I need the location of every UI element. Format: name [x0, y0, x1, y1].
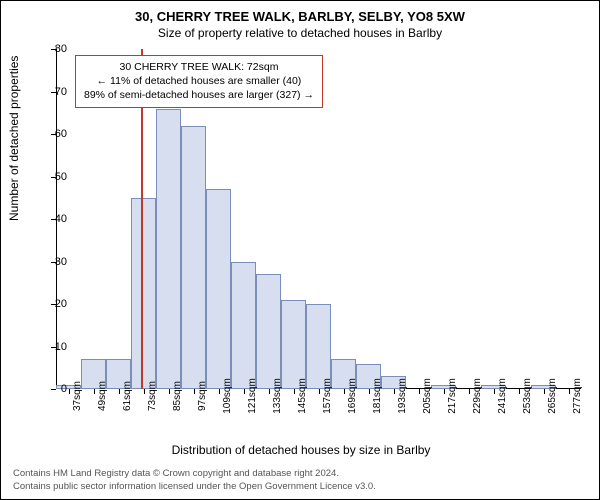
x-tick-label: 169sqm: [347, 378, 358, 414]
footer-attribution: Contains HM Land Registry data © Crown c…: [13, 468, 376, 493]
x-tick-label: 85sqm: [172, 381, 183, 411]
x-tick: [319, 389, 320, 394]
x-tick: [394, 389, 395, 394]
x-tick: [569, 389, 570, 394]
histogram-bar: [281, 300, 306, 389]
annotation-box: 30 CHERRY TREE WALK: 72sqm ← 11% of deta…: [75, 55, 323, 108]
x-tick-label: 181sqm: [372, 378, 383, 414]
x-tick: [194, 389, 195, 394]
y-tick-label: 70: [37, 86, 67, 98]
histogram-bar: [181, 126, 206, 390]
x-tick: [244, 389, 245, 394]
annotation-line1: 30 CHERRY TREE WALK: 72sqm: [84, 60, 314, 74]
y-tick-label: 0: [37, 383, 67, 395]
x-tick-label: 121sqm: [247, 378, 258, 414]
x-tick-label: 73sqm: [147, 381, 158, 411]
x-tick-label: 97sqm: [197, 381, 208, 411]
y-tick-label: 30: [37, 256, 67, 268]
x-tick-label: 61sqm: [122, 381, 133, 411]
y-tick-label: 60: [37, 128, 67, 140]
histogram-bar: [206, 189, 231, 389]
x-tick: [169, 389, 170, 394]
footer-line1: Contains HM Land Registry data © Crown c…: [13, 468, 376, 480]
title-sub: Size of property relative to detached ho…: [1, 24, 599, 40]
x-tick: [469, 389, 470, 394]
y-tick-label: 40: [37, 213, 67, 225]
x-tick-label: 37sqm: [72, 381, 83, 411]
x-tick-label: 241sqm: [497, 378, 508, 414]
histogram-bar: [231, 262, 256, 390]
x-tick-label: 277sqm: [572, 378, 583, 414]
x-tick-label: 265sqm: [547, 378, 558, 414]
y-tick-label: 50: [37, 171, 67, 183]
x-tick-label: 109sqm: [222, 378, 233, 414]
x-tick: [519, 389, 520, 394]
x-tick: [94, 389, 95, 394]
x-tick: [344, 389, 345, 394]
x-tick-label: 157sqm: [322, 378, 333, 414]
histogram-bar: [306, 304, 331, 389]
y-tick-label: 80: [37, 43, 67, 55]
x-tick: [219, 389, 220, 394]
x-tick: [369, 389, 370, 394]
y-tick-label: 10: [37, 341, 67, 353]
title-main: 30, CHERRY TREE WALK, BARLBY, SELBY, YO8…: [1, 1, 599, 24]
x-tick-label: 145sqm: [297, 378, 308, 414]
x-tick: [544, 389, 545, 394]
x-tick: [294, 389, 295, 394]
footer-line2: Contains public sector information licen…: [13, 481, 376, 493]
x-tick-label: 193sqm: [397, 378, 408, 414]
x-tick-label: 205sqm: [422, 378, 433, 414]
y-tick-label: 20: [37, 298, 67, 310]
annotation-line2: ← 11% of detached houses are smaller (40…: [84, 74, 314, 88]
x-axis-label: Distribution of detached houses by size …: [1, 443, 600, 457]
x-tick-label: 253sqm: [522, 378, 533, 414]
x-tick: [69, 389, 70, 394]
x-tick: [119, 389, 120, 394]
x-tick: [444, 389, 445, 394]
histogram-bar: [131, 198, 156, 389]
x-tick: [144, 389, 145, 394]
histogram-bar: [156, 109, 181, 390]
x-tick-label: 133sqm: [272, 378, 283, 414]
x-tick: [419, 389, 420, 394]
x-tick-label: 217sqm: [447, 378, 458, 414]
y-axis-label: Number of detached properties: [7, 56, 21, 221]
x-tick-label: 49sqm: [97, 381, 108, 411]
annotation-line3: 89% of semi-detached houses are larger (…: [84, 88, 314, 102]
x-tick-label: 229sqm: [472, 378, 483, 414]
histogram-bar: [256, 274, 281, 389]
x-tick: [269, 389, 270, 394]
x-tick: [494, 389, 495, 394]
